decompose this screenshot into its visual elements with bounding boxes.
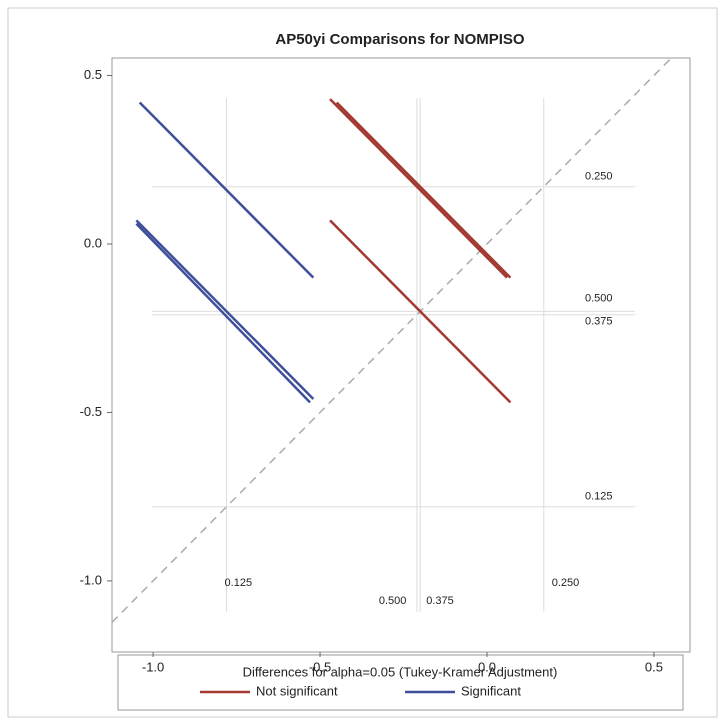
x-tick-label: -1.0 bbox=[142, 659, 164, 674]
y-tick-label: -1.0 bbox=[80, 572, 102, 587]
y-tick-label: 0.0 bbox=[84, 235, 102, 250]
legend-box bbox=[117, 654, 684, 711]
panel bbox=[7, 7, 718, 718]
x-tick-label: 0.0 bbox=[478, 659, 496, 674]
ref-label-v: 0.500 bbox=[379, 595, 407, 607]
diff-segment bbox=[329, 98, 508, 279]
diagonal bbox=[111, 57, 672, 623]
ref-label-h: 0.250 bbox=[585, 171, 613, 183]
diff-segment bbox=[135, 219, 315, 400]
ref-label-h: 0.375 bbox=[585, 315, 613, 327]
diff-segment bbox=[335, 101, 512, 279]
diff-segment bbox=[329, 219, 512, 404]
y-tick-label: -0.5 bbox=[80, 404, 102, 419]
x-tick-label: 0.5 bbox=[645, 659, 663, 674]
legend-label: Not significant bbox=[256, 683, 338, 698]
chart-title: AP50yi Comparisons for NOMPISO bbox=[275, 31, 525, 48]
plot-frame bbox=[111, 57, 691, 653]
ref-label-v: 0.375 bbox=[426, 595, 454, 607]
ref-label-h: 0.500 bbox=[585, 293, 613, 305]
ref-label-v: 0.250 bbox=[552, 577, 580, 589]
diff-segment bbox=[135, 222, 311, 404]
legend-title: Differences for alpha=0.05 (Tukey-Kramer… bbox=[243, 664, 558, 679]
diff-segment bbox=[138, 101, 315, 279]
ref-label-h: 0.125 bbox=[585, 491, 613, 503]
y-tick-label: 0.5 bbox=[84, 67, 102, 82]
legend-label: Significant bbox=[461, 683, 521, 698]
x-tick-label: -0.5 bbox=[309, 659, 331, 674]
ref-label-v: 0.125 bbox=[225, 577, 253, 589]
